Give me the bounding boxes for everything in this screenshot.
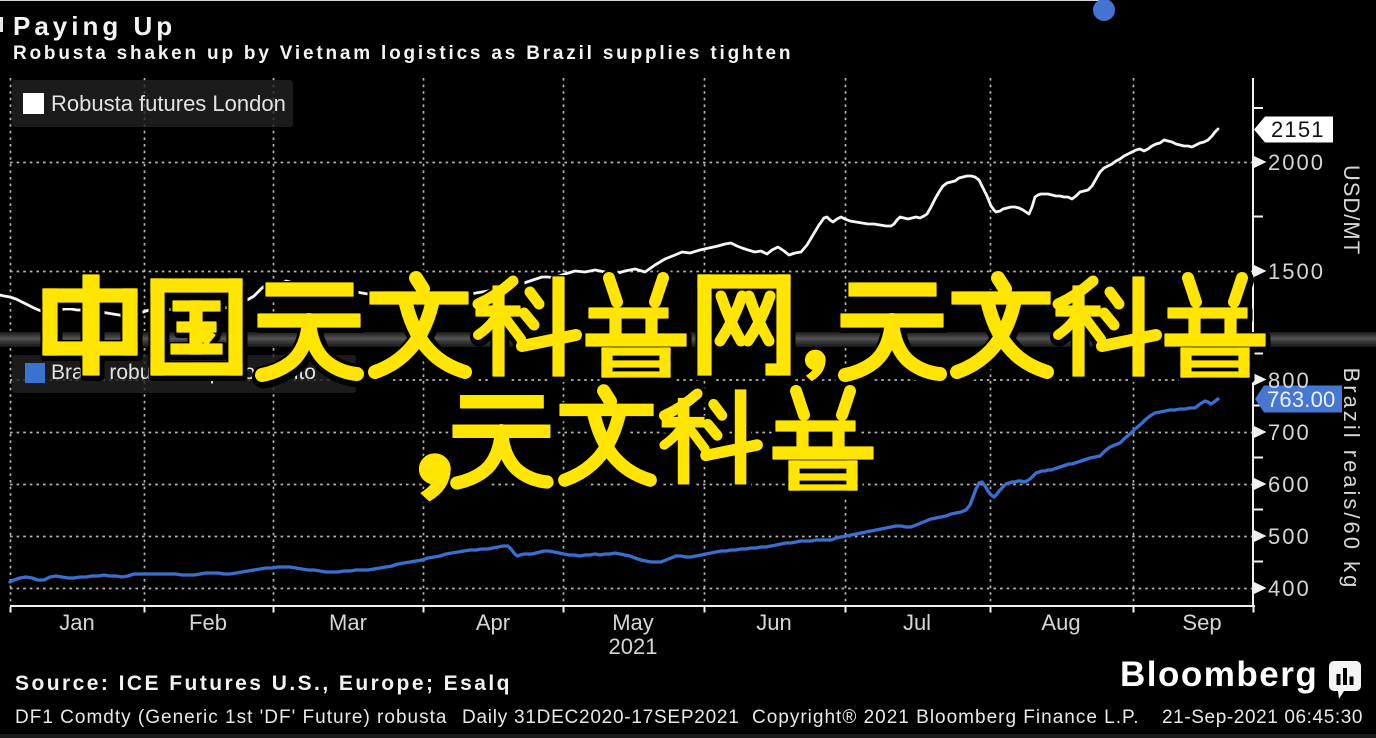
svg-text:Robusta futures London: Robusta futures London — [51, 91, 286, 116]
svg-text:Brazil reais/60 kg: Brazil reais/60 kg — [1339, 368, 1364, 591]
svg-text:USD/MT: USD/MT — [1339, 165, 1364, 255]
